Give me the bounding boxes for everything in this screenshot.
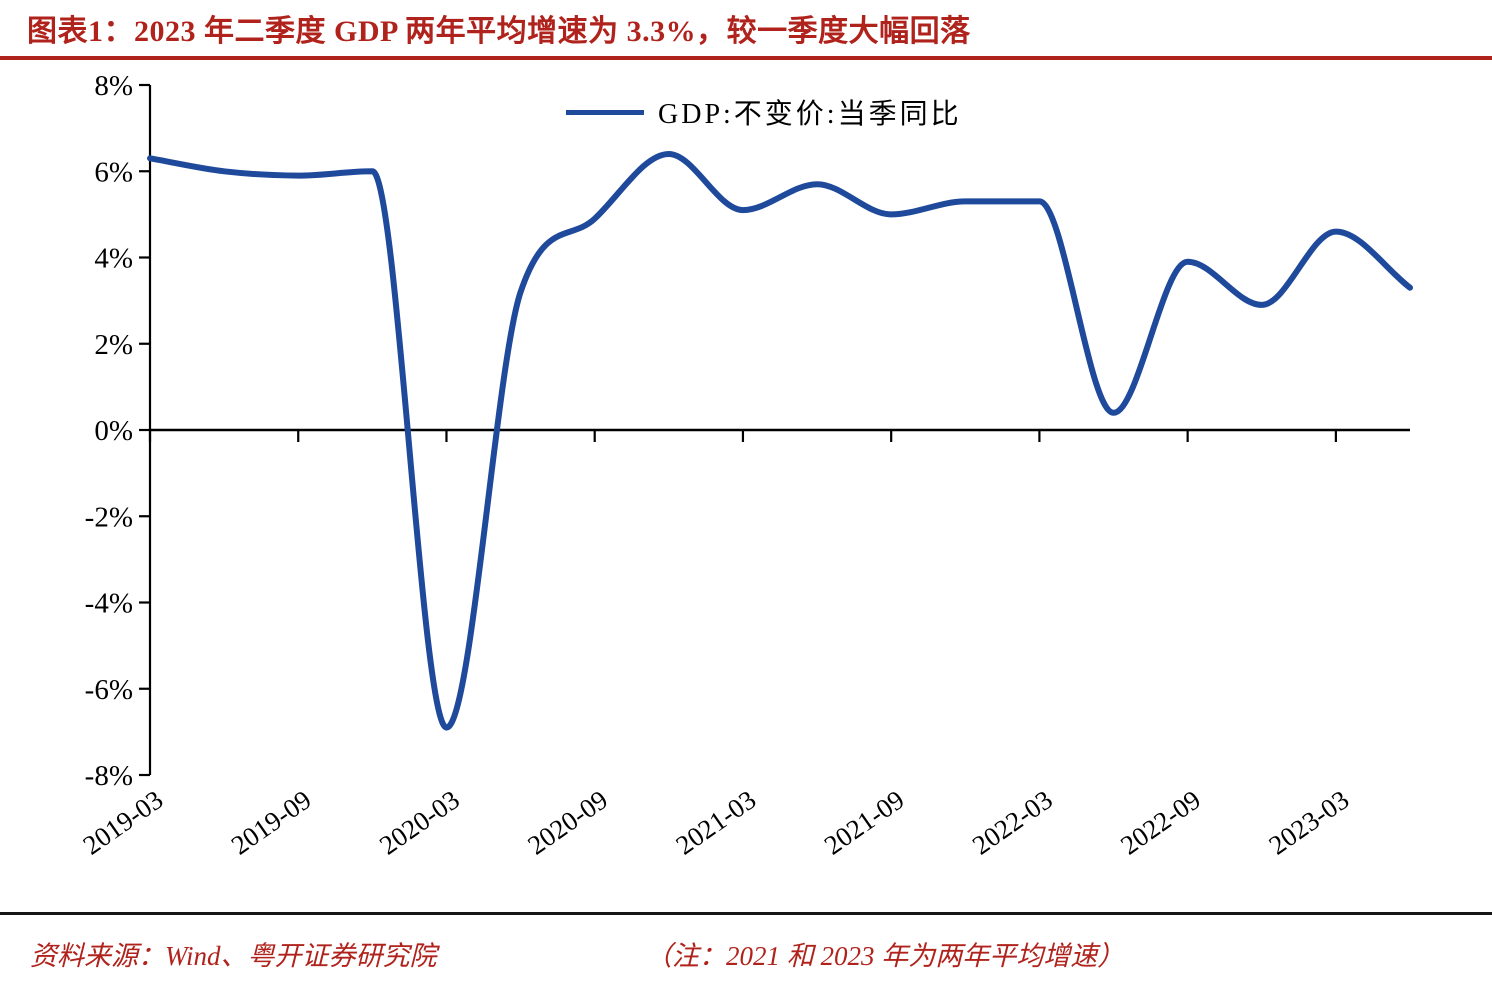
y-tick-label: 0% — [94, 415, 133, 447]
x-tick-label: 2023-03 — [1263, 784, 1354, 860]
footer-source-text: 资料来源：Wind、粤开证券研究院 — [30, 941, 437, 971]
x-tick-label: 2022-09 — [1115, 784, 1206, 860]
gdp-series-line — [147, 151, 1413, 731]
y-tick-label: 2% — [94, 329, 133, 361]
legend: GDP:不变价:当季同比 — [566, 92, 962, 132]
legend-label: GDP:不变价:当季同比 — [658, 99, 962, 130]
x-tick-label: 2020-03 — [374, 784, 465, 860]
x-tick-label: 2021-09 — [819, 784, 910, 860]
y-tick-label: -6% — [85, 674, 133, 706]
x-tick-label: 2019-09 — [226, 784, 317, 860]
y-tick-label: 8% — [94, 70, 133, 102]
legend-line-swatch — [566, 109, 644, 115]
x-tick-label: 2019-03 — [78, 784, 169, 860]
x-tick-label: 2020-09 — [522, 784, 613, 860]
y-tick-label: -2% — [85, 501, 133, 533]
y-tick-label: 4% — [94, 243, 133, 275]
x-tick-label: 2022-03 — [967, 784, 1058, 860]
title-underline-rule — [0, 56, 1492, 60]
y-tick-label: -4% — [85, 588, 133, 620]
footer-note-text: （注：2021 和 2023 年为两年平均增速） — [645, 941, 1125, 971]
y-tick-label: 6% — [94, 156, 133, 188]
x-tick-label: 2021-03 — [670, 784, 761, 860]
footer-divider-rule — [0, 912, 1492, 915]
chart-title: 图表1：2023 年二季度 GDP 两年平均增速为 3.3%，较一季度大幅回落 — [27, 15, 971, 48]
y-tick-label: -8% — [85, 760, 133, 792]
